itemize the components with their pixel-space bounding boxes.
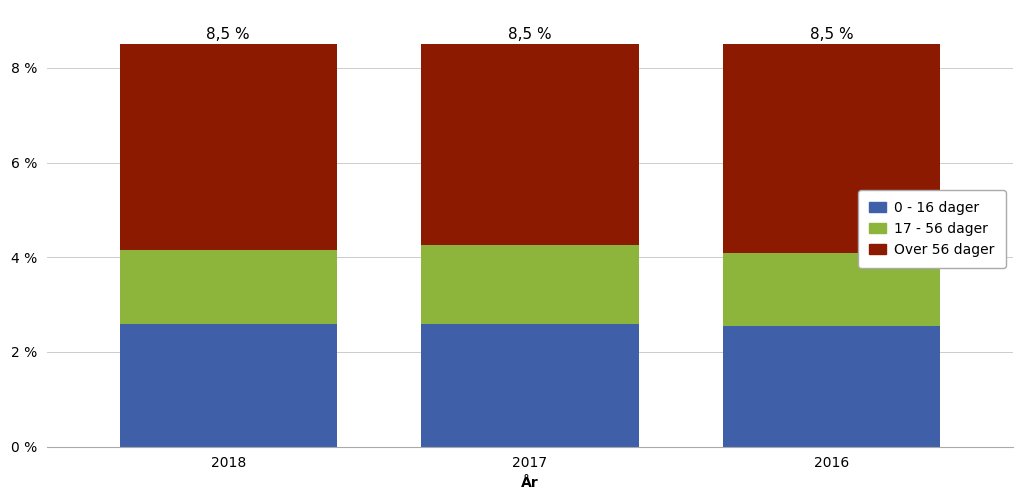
Bar [723, 326, 940, 446]
Bar [120, 250, 337, 324]
X-axis label: År: År [521, 476, 539, 490]
Text: 8,5 %: 8,5 % [810, 27, 854, 42]
Bar [422, 324, 639, 446]
Bar [723, 44, 940, 253]
Text: 8,5 %: 8,5 % [207, 27, 250, 42]
Bar [723, 253, 940, 326]
Legend: 0 - 16 dager, 17 - 56 dager, Over 56 dager: 0 - 16 dager, 17 - 56 dager, Over 56 dag… [858, 190, 1006, 268]
Bar [422, 245, 639, 324]
Text: 8,5 %: 8,5 % [508, 27, 552, 42]
Bar [120, 44, 337, 250]
Bar [120, 324, 337, 446]
Bar [422, 44, 639, 245]
